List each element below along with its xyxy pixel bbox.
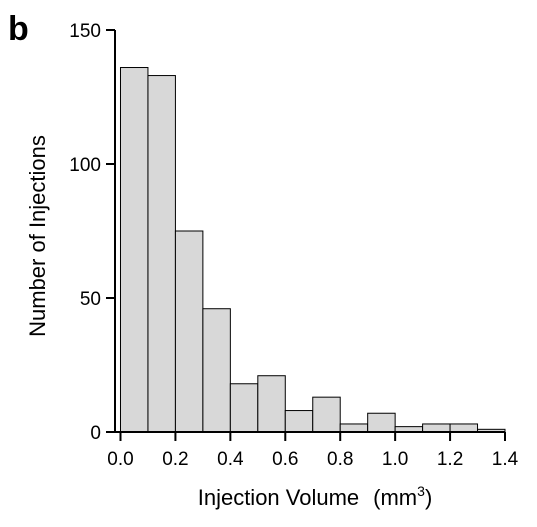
y-ticks: 0 50 100 150 [69, 21, 115, 444]
y-tick-label: 150 [69, 21, 101, 42]
x-tick-label: 0.0 [107, 449, 133, 470]
histogram-bar [340, 424, 367, 432]
histogram-bar [203, 309, 230, 432]
histogram-bar [175, 231, 202, 432]
x-tick-label: 0.8 [327, 449, 353, 470]
x-axis-title-main: Injection Volume [198, 485, 359, 510]
histogram-bar [313, 397, 340, 432]
histogram-bar [258, 376, 285, 432]
x-tick-label: 1.2 [437, 449, 463, 470]
histogram-bar [368, 413, 395, 432]
y-tick-label: 50 [80, 289, 101, 310]
histogram-bar [120, 68, 147, 432]
x-tick-label: 0.4 [217, 449, 244, 470]
histogram-bar [285, 411, 312, 432]
histogram-bar [230, 384, 257, 432]
x-axis-title: Injection Volume (mm3) [198, 483, 433, 510]
x-axis-title-unit-close: ) [425, 485, 432, 510]
histogram-bar [423, 424, 450, 432]
bars-group [120, 68, 505, 432]
x-tick-label: 0.2 [162, 449, 188, 470]
x-axis-title-unit-exponent: 3 [417, 483, 425, 499]
x-axis-title-unit: (mm [373, 485, 417, 510]
panel-label: b [8, 10, 29, 48]
y-tick-label: 0 [90, 423, 101, 444]
histogram-bar [450, 424, 477, 432]
x-tick-label: 0.6 [272, 449, 298, 470]
histogram-bar [148, 76, 175, 432]
y-tick-label: 100 [69, 155, 101, 176]
x-tick-label: 1.0 [382, 449, 408, 470]
x-ticks: 0.0 0.2 0.4 0.6 0.8 1.0 1.2 1.4 [107, 432, 518, 470]
x-tick-label: 1.4 [492, 449, 519, 470]
y-axis-title: Number of Injections [25, 135, 50, 337]
